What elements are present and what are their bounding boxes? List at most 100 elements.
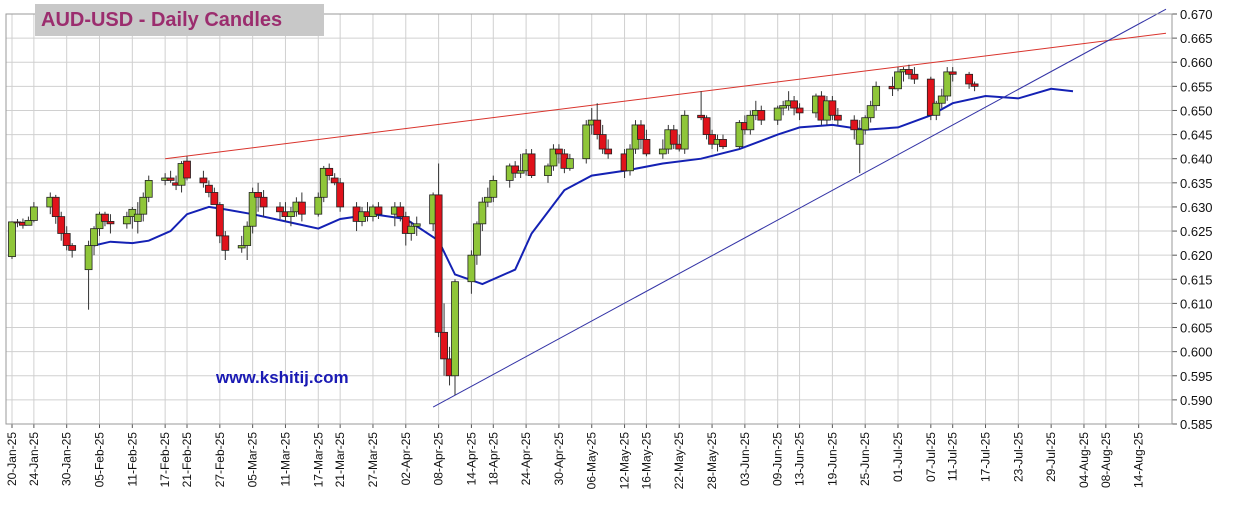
candle-body: [850, 119, 859, 131]
candle: [287, 206, 295, 227]
candle: [259, 190, 268, 217]
candle: [215, 202, 224, 244]
candle-body: [697, 114, 706, 119]
candle-body: [144, 180, 153, 198]
candle: [746, 110, 755, 135]
x-tick-label: 04-Aug-25: [1077, 432, 1091, 488]
x-tick-label: 05-Feb-25: [93, 432, 107, 488]
candle-body: [604, 148, 613, 155]
candle-body: [259, 196, 268, 208]
candle: [593, 103, 602, 140]
x-tick-label: 17-Jul-25: [979, 432, 993, 482]
candle: [101, 211, 109, 227]
x-tick-label: 07-Jul-25: [924, 432, 938, 482]
candle: [325, 163, 334, 181]
candle-body: [90, 228, 98, 246]
candle-body: [637, 124, 645, 140]
candle-body: [549, 148, 558, 167]
x-tick-label: 08-Aug-25: [1099, 432, 1113, 488]
candle: [144, 175, 153, 203]
x-tick-label: 22-May-25: [672, 432, 686, 490]
x-tick-label: 17-Mar-25: [311, 432, 325, 488]
candle: [965, 71, 974, 89]
x-tick-label: 21-Mar-25: [333, 432, 347, 488]
x-tick-label: 29-Jul-25: [1044, 432, 1058, 482]
candle-body: [440, 331, 448, 360]
candle-body: [555, 148, 563, 155]
y-tick-label: 0.610: [1180, 296, 1213, 311]
candle: [516, 153, 525, 178]
candle: [319, 165, 328, 203]
candle-body: [905, 69, 913, 75]
x-tick-label: 24-Jan-25: [27, 432, 41, 486]
y-tick-label: 0.640: [1180, 152, 1213, 167]
candle: [68, 243, 77, 258]
x-tick-label: 11-Feb-25: [125, 432, 139, 487]
candle-body: [582, 124, 591, 160]
candle: [598, 124, 607, 154]
candle: [467, 250, 476, 294]
candle-body: [374, 206, 383, 215]
x-tick-label: 05-Mar-25: [246, 432, 260, 488]
candle-body: [757, 110, 766, 121]
candle: [642, 129, 651, 157]
candle: [855, 120, 864, 174]
candle: [926, 76, 935, 121]
candle: [374, 202, 383, 219]
y-axis-tick-labels: 0.585 0.590 0.595 0.600 0.605 0.610 0.615 0.620…: [1172, 7, 1213, 432]
candle-body: [527, 153, 536, 176]
candle-body: [287, 211, 295, 217]
candle: [84, 240, 93, 310]
x-tick-label: 12-May-25: [618, 432, 632, 490]
candle: [735, 120, 744, 150]
candle: [336, 178, 345, 212]
x-tick-label: 28-May-25: [705, 432, 719, 490]
candle-body: [669, 129, 678, 145]
support-trendline: [432, 8, 1167, 408]
y-tick-label: 0.635: [1180, 176, 1213, 191]
x-tick-label: 06-May-25: [585, 432, 599, 490]
candle-body: [483, 196, 492, 203]
candle-body: [29, 206, 38, 221]
grid-lines: [6, 13, 1172, 425]
candle-body: [68, 245, 77, 251]
candle-body: [221, 235, 230, 251]
x-axis-tick-labels: 20-Jan-25 24-Jan-25 30-Jan-25 05-Feb-25 11-F…: [5, 424, 1146, 489]
candle-body: [8, 221, 16, 258]
candle-body: [937, 95, 946, 104]
candle: [237, 235, 246, 253]
candle: [440, 303, 448, 376]
candle: [407, 221, 416, 241]
candle: [637, 120, 645, 150]
candle-body: [719, 139, 727, 148]
trendline-layer: [165, 8, 1167, 408]
candle: [451, 279, 459, 396]
x-tick-label: 18-Apr-25: [486, 432, 500, 486]
plot-frame: [5, 13, 1173, 425]
x-tick-label: 14-Apr-25: [464, 432, 478, 486]
candle-body: [872, 85, 881, 107]
x-tick-label: 30-Jan-25: [60, 432, 74, 486]
candle-body: [658, 148, 667, 155]
candle: [8, 221, 16, 260]
candle: [478, 197, 487, 232]
y-tick-label: 0.650: [1180, 103, 1213, 118]
candle: [139, 192, 148, 222]
candle: [276, 202, 284, 219]
candle-body: [62, 233, 71, 246]
candle-body: [773, 107, 782, 121]
candle-body: [166, 177, 175, 181]
candles-layer: [8, 64, 979, 396]
candle-body: [210, 192, 219, 205]
candle: [850, 115, 859, 140]
candle: [204, 180, 213, 198]
candle-body: [122, 216, 131, 225]
x-tick-label: 09-Jun-25: [771, 432, 785, 486]
candle-body: [401, 216, 410, 234]
y-tick-label: 0.615: [1180, 272, 1213, 287]
candle: [472, 221, 481, 265]
y-tick-label: 0.595: [1180, 369, 1213, 384]
candle-body: [516, 170, 525, 174]
candle: [757, 105, 766, 125]
y-tick-label: 0.660: [1180, 55, 1213, 70]
